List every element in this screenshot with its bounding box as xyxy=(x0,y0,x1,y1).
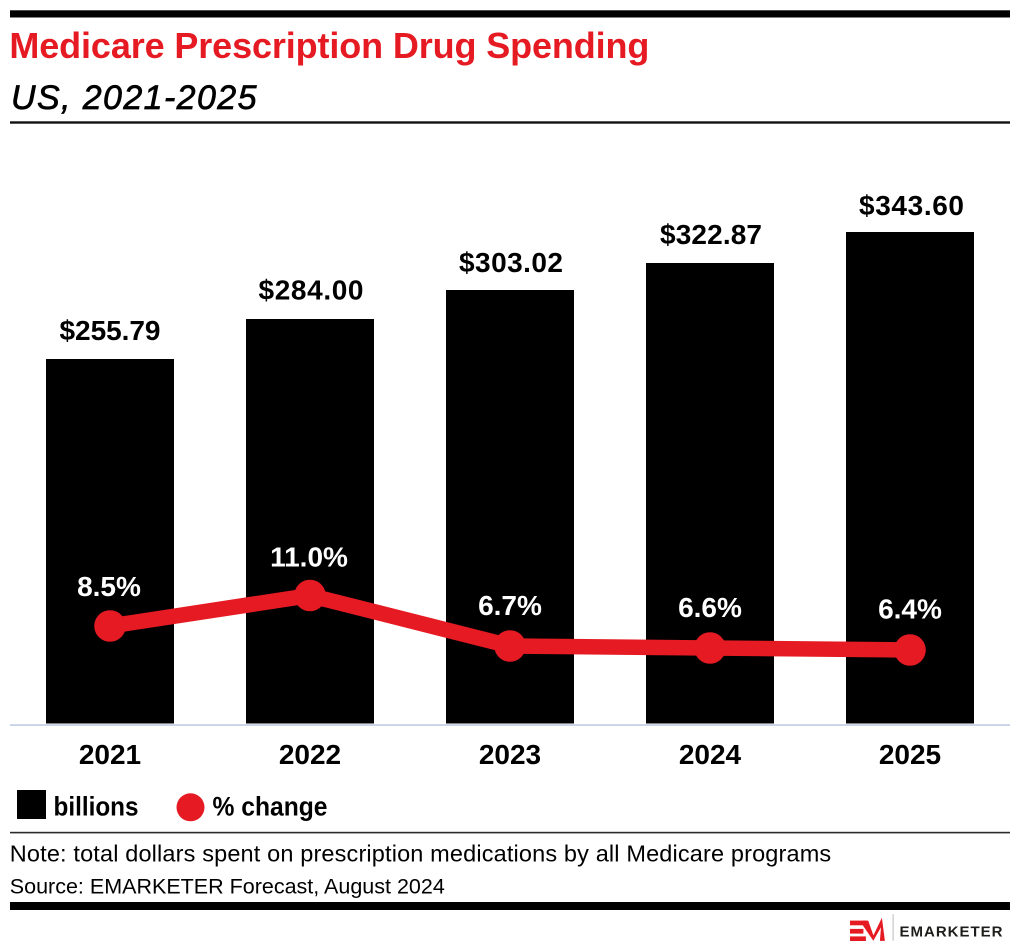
svg-text:$343.60: $343.60 xyxy=(859,190,964,221)
svg-text:EMARKETER: EMARKETER xyxy=(900,924,1004,941)
svg-text:2022: 2022 xyxy=(279,739,341,770)
svg-text:Note: total dollars spent on p: Note: total dollars spent on prescriptio… xyxy=(10,840,832,866)
svg-text:% change: % change xyxy=(213,792,328,822)
svg-text:$322.87: $322.87 xyxy=(660,219,762,250)
svg-text:Source: EMARKETER Forecast, Au: Source: EMARKETER Forecast, August 2024 xyxy=(10,875,445,899)
svg-text:2023: 2023 xyxy=(479,739,541,770)
svg-text:2025: 2025 xyxy=(879,739,941,770)
svg-text:8.5%: 8.5% xyxy=(77,571,141,602)
svg-text:$255.79: $255.79 xyxy=(60,315,161,346)
svg-text:11.0%: 11.0% xyxy=(270,541,348,572)
svg-text:2024: 2024 xyxy=(679,739,742,770)
svg-text:6.6%: 6.6% xyxy=(678,592,742,623)
svg-text:Medicare Prescription Drug Spe: Medicare Prescription Drug Spending xyxy=(9,25,649,66)
svg-text:2021: 2021 xyxy=(79,739,141,770)
svg-text:$284.00: $284.00 xyxy=(259,275,364,306)
svg-text:6.4%: 6.4% xyxy=(878,594,942,625)
svg-text:6.7%: 6.7% xyxy=(478,590,542,621)
svg-text:US, 2021-2025: US, 2021-2025 xyxy=(11,79,258,117)
svg-text:billions: billions xyxy=(54,792,139,822)
svg-text:$303.02: $303.02 xyxy=(459,247,563,278)
